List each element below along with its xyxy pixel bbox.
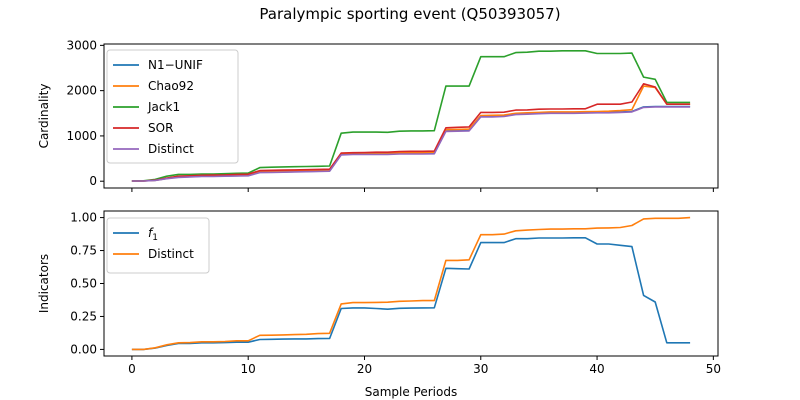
legend-label: Jack1 <box>147 100 180 114</box>
series-line-distinct <box>131 106 691 182</box>
legend-label: Chao92 <box>148 79 194 93</box>
y-axis-label: Cardinality <box>37 84 51 149</box>
y-tick-label: 0.00 <box>70 342 97 356</box>
legend-box <box>106 49 239 164</box>
series-line-f1 <box>131 237 691 351</box>
y-tick-label: 0.50 <box>70 277 97 291</box>
figure-title: Paralympic sporting event (Q50393057) <box>259 5 560 23</box>
x-tick-label: 10 <box>241 362 256 376</box>
y-tick-label: 0 <box>89 174 97 188</box>
x-tick-label: 40 <box>589 362 604 376</box>
x-tick-label: 50 <box>706 362 721 376</box>
legend-label: f1 <box>148 226 158 243</box>
legend-label: N1−UNIF <box>148 58 203 72</box>
y-tick-label: 0.75 <box>70 244 97 258</box>
y-tick-label: 0.25 <box>70 309 97 323</box>
legend-box <box>106 217 210 274</box>
series-line-distinct <box>131 216 691 351</box>
legend-label: SOR <box>148 121 173 135</box>
y-tick-label: 2000 <box>66 84 97 98</box>
legend-label: Distinct <box>148 142 194 156</box>
indicators-panel: 0 10 20 30 40 50 0.00 0.25 0.50 0.75 1.00 Indicator… <box>37 210 721 399</box>
series-line-sor <box>131 83 691 182</box>
y-tick-label: 1.00 <box>70 211 97 225</box>
legend: f1 Distinct <box>106 217 210 274</box>
series-line-jack1 <box>131 49 691 182</box>
x-tick-label: 20 <box>357 362 372 376</box>
x-tick-label: 30 <box>473 362 488 376</box>
y-tick-label: 3000 <box>66 38 97 52</box>
legend: N1−UNIF Chao92 Jack1 SOR Distinct <box>106 49 239 164</box>
x-tick-label: 0 <box>128 362 136 376</box>
y-tick-label: 1000 <box>66 129 97 143</box>
cardinality-panel: 0 1000 2000 3000 Cardinality N1−UNIF Chao92 Jac… <box>37 38 719 192</box>
legend-label: Distinct <box>148 247 194 261</box>
axes-frame <box>103 43 719 189</box>
x-axis-label: Sample Periods <box>365 385 457 399</box>
y-axis-label: Indicators <box>37 254 51 313</box>
